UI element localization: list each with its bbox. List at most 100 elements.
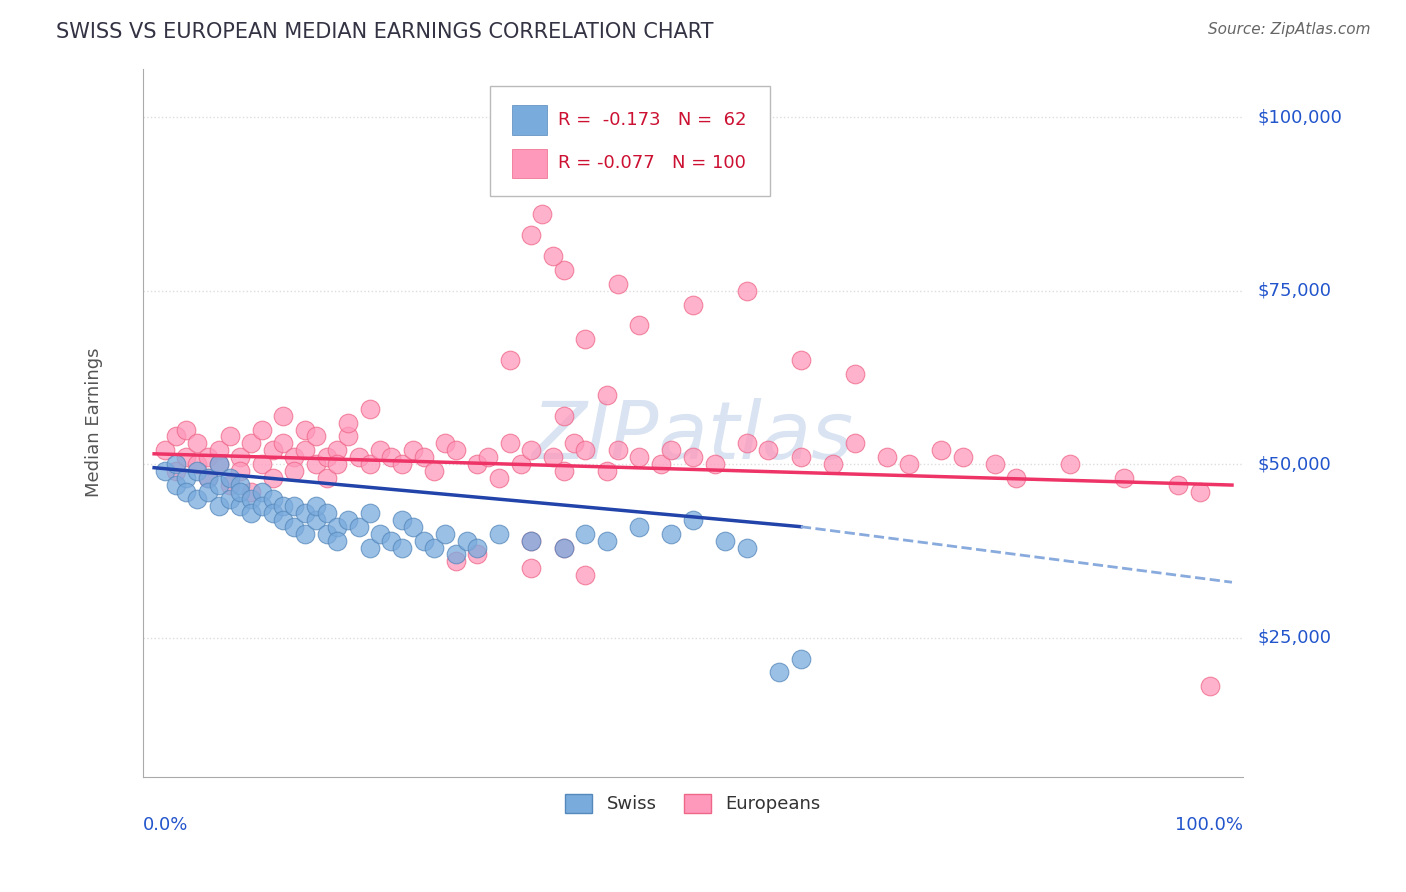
- Point: [337, 513, 360, 527]
- Point: [488, 526, 510, 541]
- Point: [153, 464, 176, 478]
- Point: [380, 533, 402, 548]
- Text: $50,000: $50,000: [1257, 455, 1331, 474]
- Point: [283, 450, 305, 465]
- Point: [682, 297, 704, 311]
- Point: [197, 471, 219, 485]
- Point: [305, 499, 328, 513]
- Point: [326, 457, 349, 471]
- Point: [315, 450, 337, 465]
- Point: [596, 533, 619, 548]
- Point: [294, 443, 316, 458]
- Point: [229, 450, 252, 465]
- Point: [315, 526, 337, 541]
- Text: ZIPatlas: ZIPatlas: [531, 398, 853, 475]
- Point: [682, 450, 704, 465]
- Point: [391, 513, 413, 527]
- Point: [520, 533, 543, 548]
- Point: [402, 519, 425, 533]
- Point: [283, 519, 305, 533]
- Point: [337, 429, 360, 443]
- Point: [434, 436, 457, 450]
- Point: [735, 436, 758, 450]
- Point: [1199, 679, 1222, 693]
- Point: [273, 513, 295, 527]
- Point: [628, 450, 651, 465]
- Text: R =  -0.173   N =  62: R = -0.173 N = 62: [558, 112, 747, 129]
- Point: [218, 471, 240, 485]
- Point: [456, 533, 478, 548]
- Point: [283, 499, 305, 513]
- Point: [467, 541, 489, 555]
- Point: [208, 478, 231, 492]
- Point: [186, 464, 208, 478]
- Point: [380, 450, 402, 465]
- Point: [790, 353, 813, 368]
- Point: [262, 506, 284, 520]
- Point: [714, 533, 737, 548]
- Point: [347, 519, 370, 533]
- Point: [359, 401, 381, 416]
- Point: [176, 423, 198, 437]
- Point: [509, 457, 531, 471]
- Text: $75,000: $75,000: [1257, 282, 1331, 300]
- Point: [735, 541, 758, 555]
- Point: [326, 443, 349, 458]
- Text: 0.0%: 0.0%: [143, 815, 188, 833]
- Point: [574, 443, 596, 458]
- Point: [273, 409, 295, 423]
- Point: [444, 554, 467, 568]
- Point: [208, 457, 231, 471]
- Point: [434, 526, 457, 541]
- Point: [553, 464, 575, 478]
- Point: [305, 457, 328, 471]
- Point: [165, 478, 187, 492]
- Point: [229, 478, 252, 492]
- Point: [541, 450, 564, 465]
- Point: [499, 353, 522, 368]
- Point: [768, 665, 790, 680]
- Text: R = -0.077   N = 100: R = -0.077 N = 100: [558, 154, 745, 172]
- Point: [574, 568, 596, 582]
- Point: [467, 548, 489, 562]
- Point: [444, 443, 467, 458]
- Point: [240, 485, 263, 500]
- Point: [553, 541, 575, 555]
- Point: [186, 457, 208, 471]
- Point: [240, 491, 263, 506]
- Point: [294, 526, 316, 541]
- Point: [165, 429, 187, 443]
- Point: [423, 541, 446, 555]
- Point: [402, 443, 425, 458]
- Point: [218, 429, 240, 443]
- Point: [250, 457, 273, 471]
- Point: [553, 409, 575, 423]
- Point: [218, 491, 240, 506]
- Legend: Swiss, Europeans: Swiss, Europeans: [558, 787, 828, 821]
- Point: [499, 436, 522, 450]
- Point: [165, 464, 187, 478]
- Point: [412, 450, 434, 465]
- Point: [984, 457, 1007, 471]
- Point: [305, 429, 328, 443]
- Point: [262, 443, 284, 458]
- Point: [315, 506, 337, 520]
- Point: [520, 533, 543, 548]
- Point: [596, 388, 619, 402]
- Point: [273, 499, 295, 513]
- Point: [682, 513, 704, 527]
- Point: [240, 436, 263, 450]
- Point: [876, 450, 898, 465]
- Point: [359, 506, 381, 520]
- Point: [305, 513, 328, 527]
- Point: [283, 464, 305, 478]
- Point: [370, 526, 392, 541]
- Point: [790, 450, 813, 465]
- FancyBboxPatch shape: [512, 149, 547, 178]
- Point: [790, 651, 813, 665]
- Point: [661, 526, 683, 541]
- Point: [1167, 478, 1189, 492]
- Point: [703, 457, 725, 471]
- Point: [294, 423, 316, 437]
- Text: Median Earnings: Median Earnings: [84, 348, 103, 498]
